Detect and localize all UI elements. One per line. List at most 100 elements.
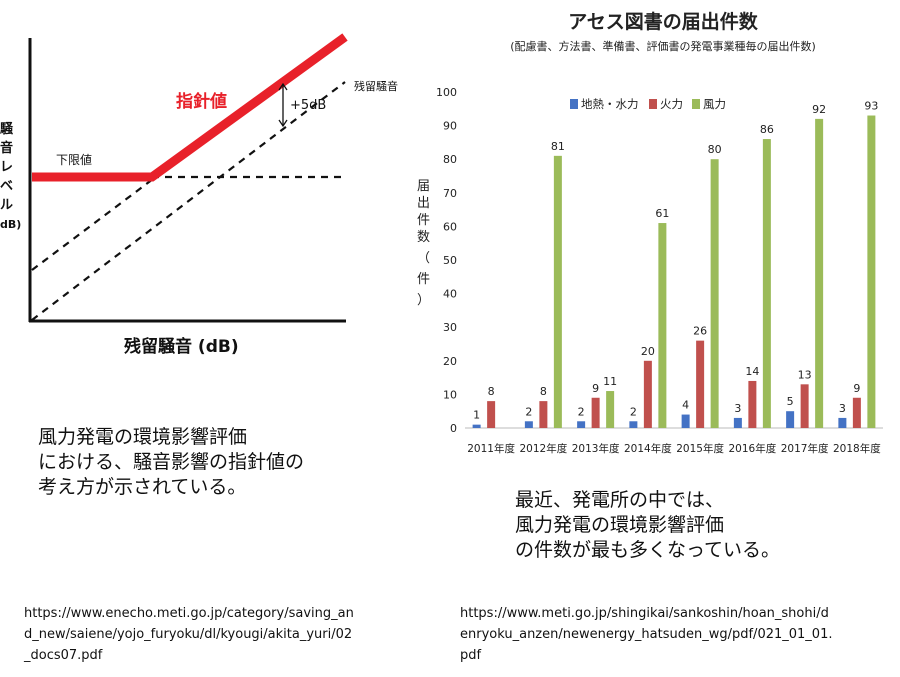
bar xyxy=(762,139,771,429)
bar xyxy=(710,159,719,428)
bar xyxy=(786,411,795,428)
data-label: 86 xyxy=(760,123,774,136)
data-label: 93 xyxy=(864,100,878,113)
legend-label: 風力 xyxy=(703,97,726,111)
bar xyxy=(681,414,690,428)
bar xyxy=(629,421,638,428)
guideline-label: 指針値 xyxy=(176,91,227,112)
caption-line: 風力発電の環境影響評価 xyxy=(38,426,248,448)
data-label: 92 xyxy=(812,103,826,116)
legend-swatch xyxy=(649,99,657,109)
left-source-url: https://www.enecho.meti.go.jp/category/s… xyxy=(24,603,354,666)
bar xyxy=(800,384,809,428)
x-tick-label: 2016年度 xyxy=(729,442,777,455)
data-label: 20 xyxy=(641,345,655,358)
x-tick-label: 2013年度 xyxy=(572,442,620,455)
bar xyxy=(815,118,824,428)
bar xyxy=(838,417,847,428)
caption-line: 最近、発電所の中では、 xyxy=(515,489,725,511)
data-label: 61 xyxy=(655,207,669,220)
data-label: 5 xyxy=(787,395,794,408)
data-label: 2 xyxy=(578,405,585,418)
y-tick-label: 80 xyxy=(443,153,457,166)
y-label-char: 届 xyxy=(417,179,430,194)
y-label-char: 出 xyxy=(417,196,430,211)
url-line: d_new/saiene/yojo_furyoku/dl/kyougi/akit… xyxy=(24,627,353,642)
bar xyxy=(553,155,562,428)
y-tick-label: 20 xyxy=(443,355,457,368)
residual-noise-line xyxy=(31,81,346,321)
bar xyxy=(733,417,742,428)
y-label-char: ベ xyxy=(0,179,13,194)
bar xyxy=(577,421,586,428)
x-tick-label: 2014年度 xyxy=(624,442,672,455)
url-line: https://www.enecho.meti.go.jp/category/s… xyxy=(24,606,354,621)
y-label-char: ル xyxy=(0,198,13,213)
chart-title: アセス図書の届出件数 xyxy=(568,10,759,33)
residual-noise-label: 残留騒音 xyxy=(354,79,398,93)
data-label: 3 xyxy=(839,402,846,415)
data-label: 9 xyxy=(853,382,860,395)
y-label-char: （ xyxy=(417,251,430,266)
y-tick-label: 0 xyxy=(450,422,457,435)
data-label: 2 xyxy=(525,405,532,418)
y-tick-label: 30 xyxy=(443,321,457,334)
noise-guideline-diagram: 騒 音 レ ベ ル dB) +5dB 指針値 下限値 残留騒音 残留騒音 (dB… xyxy=(0,33,398,357)
right-caption: 最近、発電所の中では、 風力発電の環境影響評価 の件数が最も多くなっている。 xyxy=(515,488,780,563)
offset-label: +5dB xyxy=(290,98,326,113)
data-label: 3 xyxy=(734,402,741,415)
data-label: 11 xyxy=(603,375,617,388)
legend-label: 地熱・水力 xyxy=(581,97,639,111)
bar xyxy=(524,421,533,428)
bar xyxy=(591,397,600,428)
bar xyxy=(606,391,615,428)
data-label: 81 xyxy=(551,140,565,153)
bar xyxy=(472,424,481,428)
url-line: enryoku_anzen/newenergy_hatsuden_wg/pdf/… xyxy=(460,627,833,642)
bar xyxy=(643,360,652,428)
y-axis-label: 騒 音 レ ベ ル dB) xyxy=(0,122,21,231)
data-label: 9 xyxy=(592,382,599,395)
left-caption: 風力発電の環境影響評価 における、騒音影響の指針値の 考え方が示されている。 xyxy=(38,425,304,500)
url-line: pdf xyxy=(460,648,482,663)
y-tick-label: 70 xyxy=(443,187,457,200)
y-label-char: 騒 xyxy=(0,122,14,137)
offset-arrow-head-top xyxy=(278,82,288,91)
y-label-char: 件 xyxy=(417,272,430,287)
caption-line: 考え方が示されている。 xyxy=(38,476,247,498)
bar xyxy=(696,340,705,428)
lower-limit-label: 下限値 xyxy=(56,152,92,167)
assessment-bar-chart: アセス図書の届出件数 (配慮書、方法書、準備書、評価書の発電事業種毎の届出件数)… xyxy=(417,10,883,455)
legend-swatch xyxy=(570,99,578,109)
data-label: 8 xyxy=(488,385,495,398)
plot-area: 0102030405060708090100182011年度28812012年度… xyxy=(436,86,883,455)
caption-line: における、騒音影響の指針値の xyxy=(38,451,305,473)
y-label-char: レ xyxy=(0,160,13,175)
legend-swatch xyxy=(692,99,700,109)
caption-line: の件数が最も多くなっている。 xyxy=(515,539,781,561)
bar xyxy=(539,401,548,428)
data-label: 1 xyxy=(473,409,480,422)
data-label: 4 xyxy=(682,399,689,412)
data-label: 2 xyxy=(630,405,637,418)
x-axis-label: 残留騒音 (dB) xyxy=(124,336,239,357)
url-line: _docs07.pdf xyxy=(24,648,103,663)
y-axis-label: 届 出 件 数 （ 件 ） xyxy=(417,179,430,308)
x-tick-label: 2018年度 xyxy=(833,442,881,455)
chart-subtitle: (配慮書、方法書、準備書、評価書の発電事業種毎の届出件数) xyxy=(510,39,816,53)
data-label: 13 xyxy=(798,368,812,381)
y-label-char: ） xyxy=(417,293,430,308)
right-source-url: https://www.meti.go.jp/shingikai/sankosh… xyxy=(460,603,832,666)
y-label-char: 件 xyxy=(417,213,430,228)
legend-label: 火力 xyxy=(660,97,683,111)
y-tick-label: 50 xyxy=(443,254,457,267)
offset-arrow-head-bottom xyxy=(278,119,288,128)
bar xyxy=(748,380,757,428)
bar xyxy=(867,115,876,429)
y-tick-label: 60 xyxy=(443,220,457,233)
y-tick-label: 100 xyxy=(436,86,457,99)
y-label-char: 数 xyxy=(417,230,430,245)
data-label: 26 xyxy=(693,325,707,338)
residual-plus5-line xyxy=(31,175,158,271)
data-label: 14 xyxy=(745,365,759,378)
